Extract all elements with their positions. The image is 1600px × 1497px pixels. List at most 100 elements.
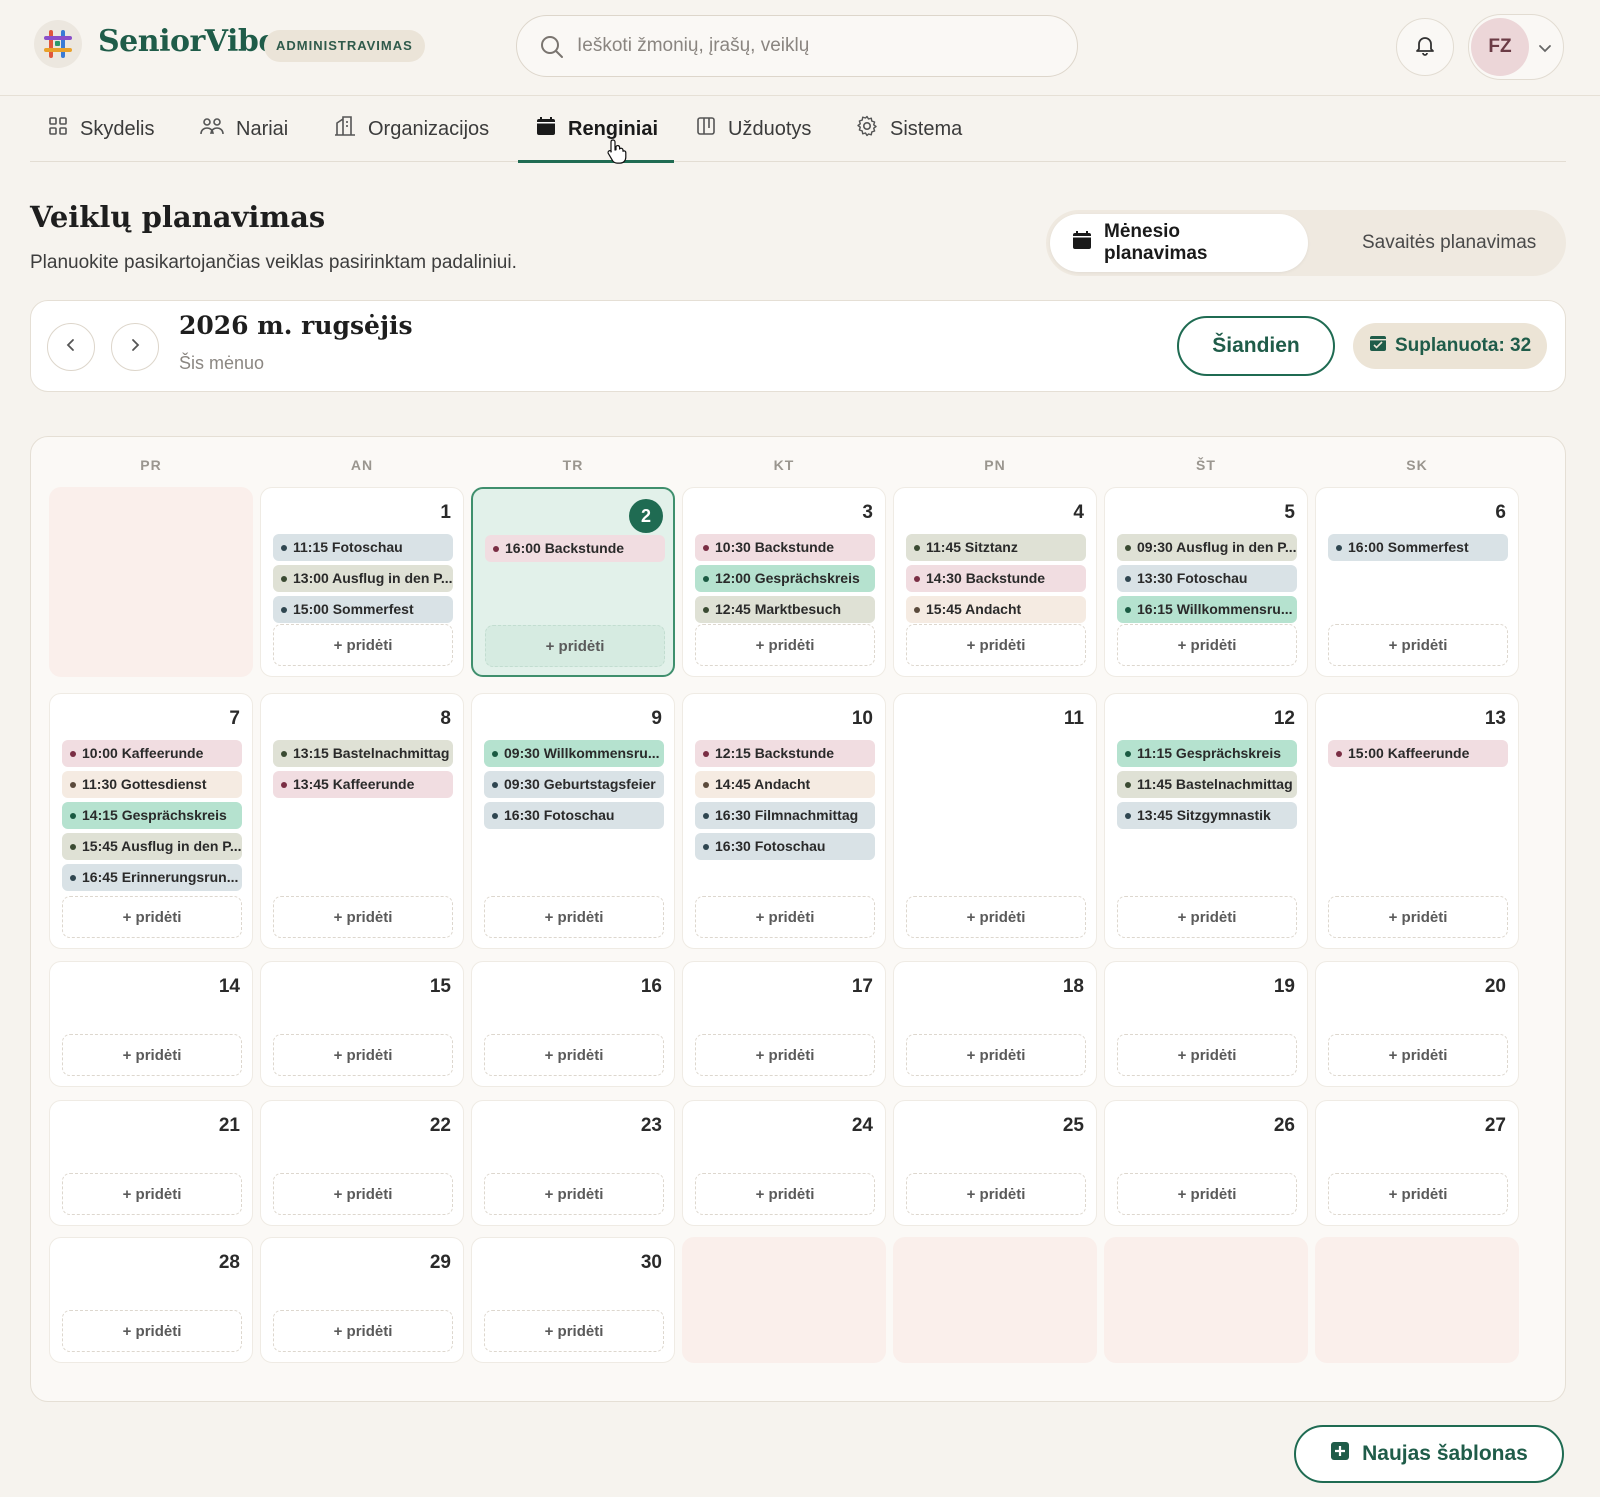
month-view-button[interactable]: Mėnesio planavimas xyxy=(1050,214,1308,272)
day-cell[interactable]: 26 + pridėti xyxy=(1104,1100,1308,1226)
event-chip[interactable]: 13:15 Bastelnachmittag xyxy=(273,740,453,767)
day-cell[interactable]: 24 + pridėti xyxy=(682,1100,886,1226)
event-chip[interactable]: 09:30 Geburtstagsfeier xyxy=(484,771,664,798)
add-event-button[interactable]: + pridėti xyxy=(695,1034,875,1076)
prev-month-button[interactable] xyxy=(47,323,95,371)
event-chip[interactable]: 14:45 Andacht xyxy=(695,771,875,798)
search-box[interactable] xyxy=(516,15,1078,77)
event-chip[interactable]: 11:15 Gesprächskreis xyxy=(1117,740,1297,767)
event-chip[interactable]: 15:00 Sommerfest xyxy=(273,596,453,623)
logo-icon[interactable] xyxy=(34,20,82,68)
day-cell[interactable]: 29 + pridėti xyxy=(260,1237,464,1363)
add-event-button[interactable]: + pridėti xyxy=(62,1173,242,1215)
event-chip[interactable]: 11:30 Gottesdienst xyxy=(62,771,242,798)
add-event-button[interactable]: + pridėti xyxy=(906,624,1086,666)
tab-skydelis[interactable]: Skydelis xyxy=(48,96,154,162)
day-cell[interactable]: 13 15:00 Kaffeerunde + pridėti xyxy=(1315,693,1519,949)
add-event-button[interactable]: + pridėti xyxy=(1117,624,1297,666)
avatar[interactable]: FZ xyxy=(1471,18,1529,76)
add-event-button[interactable]: + pridėti xyxy=(273,624,453,666)
event-chip[interactable]: 13:30 Fotoschau xyxy=(1117,565,1297,592)
event-chip[interactable]: 12:45 Marktbesuch xyxy=(695,596,875,623)
event-chip[interactable]: 09:30 Ausflug in den P... xyxy=(1117,534,1297,561)
add-event-button[interactable]: + pridėti xyxy=(1117,1173,1297,1215)
event-chip[interactable]: 09:30 Willkommensru... xyxy=(484,740,664,767)
day-cell[interactable]: 3 10:30 Backstunde 12:00 Gesprächskreis 12:… xyxy=(682,487,886,677)
add-event-button[interactable]: + pridėti xyxy=(1328,624,1508,666)
add-event-button[interactable]: + pridėti xyxy=(1328,896,1508,938)
add-event-button[interactable]: + pridėti xyxy=(695,624,875,666)
day-cell[interactable]: 12 11:15 Gesprächskreis 11:45 Bastelnachmi… xyxy=(1104,693,1308,949)
event-chip[interactable]: 16:00 Sommerfest xyxy=(1328,534,1508,561)
event-chip[interactable]: 11:45 Sitztanz xyxy=(906,534,1086,561)
day-cell[interactable]: 20 + pridėti xyxy=(1315,961,1519,1087)
add-event-button[interactable]: + pridėti xyxy=(695,896,875,938)
add-event-button[interactable]: + pridėti xyxy=(1117,1034,1297,1076)
event-chip[interactable]: 13:45 Kaffeerunde xyxy=(273,771,453,798)
event-chip[interactable]: 16:30 Fotoschau xyxy=(484,802,664,829)
event-chip[interactable]: 14:15 Gesprächskreis xyxy=(62,802,242,829)
event-chip[interactable]: 15:45 Andacht xyxy=(906,596,1086,623)
add-event-button[interactable]: + pridėti xyxy=(1328,1173,1508,1215)
tab-uzduotys[interactable]: Užduotys xyxy=(696,96,811,162)
day-cell[interactable]: 8 13:15 Bastelnachmittag 13:45 Kaffeerunde… xyxy=(260,693,464,949)
day-cell[interactable]: 16 + pridėti xyxy=(471,961,675,1087)
day-cell[interactable]: 14 + pridėti xyxy=(49,961,253,1087)
day-cell[interactable]: 7 10:00 Kaffeerunde 11:30 Gottesdienst 14:1… xyxy=(49,693,253,949)
event-chip[interactable]: 16:45 Erinnerungsrun... xyxy=(62,864,242,891)
event-chip[interactable]: 14:30 Backstunde xyxy=(906,565,1086,592)
add-event-button[interactable]: + pridėti xyxy=(1328,1034,1508,1076)
add-event-button[interactable]: + pridėti xyxy=(484,1034,664,1076)
day-cell[interactable]: 17 + pridėti xyxy=(682,961,886,1087)
day-cell-today[interactable]: 2 16:00 Backstunde + pridėti xyxy=(471,487,675,677)
event-chip[interactable]: 12:00 Gesprächskreis xyxy=(695,565,875,592)
add-event-button[interactable]: + pridėti xyxy=(906,1034,1086,1076)
add-event-button[interactable]: + pridėti xyxy=(273,896,453,938)
tab-nariai[interactable]: Nariai xyxy=(200,96,288,162)
event-chip[interactable]: 11:15 Fotoschau xyxy=(273,534,453,561)
tab-organizacijos[interactable]: Organizacijos xyxy=(334,96,489,162)
add-event-button[interactable]: + pridėti xyxy=(273,1173,453,1215)
event-chip[interactable]: 15:45 Ausflug in den P... xyxy=(62,833,242,860)
add-event-button[interactable]: + pridėti xyxy=(1117,896,1297,938)
add-event-button[interactable]: + pridėti xyxy=(484,1310,664,1352)
day-cell[interactable]: 18 + pridėti xyxy=(893,961,1097,1087)
day-cell[interactable]: 5 09:30 Ausflug in den P... 13:30 Fotoscha… xyxy=(1104,487,1308,677)
add-event-button[interactable]: + pridėti xyxy=(485,625,665,667)
day-cell[interactable]: 10 12:15 Backstunde 14:45 Andacht 16:30 Fil… xyxy=(682,693,886,949)
day-cell[interactable]: 11 + pridėti xyxy=(893,693,1097,949)
add-event-button[interactable]: + pridėti xyxy=(62,1310,242,1352)
add-event-button[interactable]: + pridėti xyxy=(695,1173,875,1215)
day-cell[interactable]: 6 16:00 Sommerfest + pridėti xyxy=(1315,487,1519,677)
day-cell[interactable]: 25 + pridėti xyxy=(893,1100,1097,1226)
event-chip[interactable]: 12:15 Backstunde xyxy=(695,740,875,767)
new-template-button[interactable]: Naujas šablonas xyxy=(1294,1425,1564,1483)
event-chip[interactable]: 10:30 Backstunde xyxy=(695,534,875,561)
event-chip[interactable]: 13:00 Ausflug in den P... xyxy=(273,565,453,592)
event-chip[interactable]: 16:30 Fotoschau xyxy=(695,833,875,860)
day-cell[interactable]: 21 + pridėti xyxy=(49,1100,253,1226)
add-event-button[interactable]: + pridėti xyxy=(273,1034,453,1076)
tab-renginiai[interactable]: Renginiai xyxy=(517,96,675,163)
event-chip[interactable]: 16:15 Willkommensru... xyxy=(1117,596,1297,623)
day-cell[interactable]: 4 11:45 Sitztanz 14:30 Backstunde 15:45 And… xyxy=(893,487,1097,677)
add-event-button[interactable]: + pridėti xyxy=(62,1034,242,1076)
day-cell[interactable]: 19 + pridėti xyxy=(1104,961,1308,1087)
search-input[interactable] xyxy=(577,16,1057,76)
add-event-button[interactable]: + pridėti xyxy=(906,1173,1086,1215)
day-cell[interactable]: 28 + pridėti xyxy=(49,1237,253,1363)
day-cell[interactable]: 9 09:30 Willkommensru... 09:30 Geburtstags… xyxy=(471,693,675,949)
user-menu[interactable]: FZ xyxy=(1468,14,1564,80)
chevron-down-icon[interactable] xyxy=(1537,40,1553,61)
add-event-button[interactable]: + pridėti xyxy=(484,1173,664,1215)
add-event-button[interactable]: + pridėti xyxy=(484,896,664,938)
add-event-button[interactable]: + pridėti xyxy=(273,1310,453,1352)
event-chip[interactable]: 10:00 Kaffeerunde xyxy=(62,740,242,767)
week-view-button[interactable]: Savaitės planavimas xyxy=(1340,214,1558,272)
day-cell[interactable]: 23 + pridėti xyxy=(471,1100,675,1226)
event-chip[interactable]: 15:00 Kaffeerunde xyxy=(1328,740,1508,767)
notifications-button[interactable] xyxy=(1396,18,1454,76)
event-chip[interactable]: 13:45 Sitzgymnastik xyxy=(1117,802,1297,829)
brand-name[interactable]: SeniorVibe xyxy=(98,24,277,59)
add-event-button[interactable]: + pridėti xyxy=(906,896,1086,938)
